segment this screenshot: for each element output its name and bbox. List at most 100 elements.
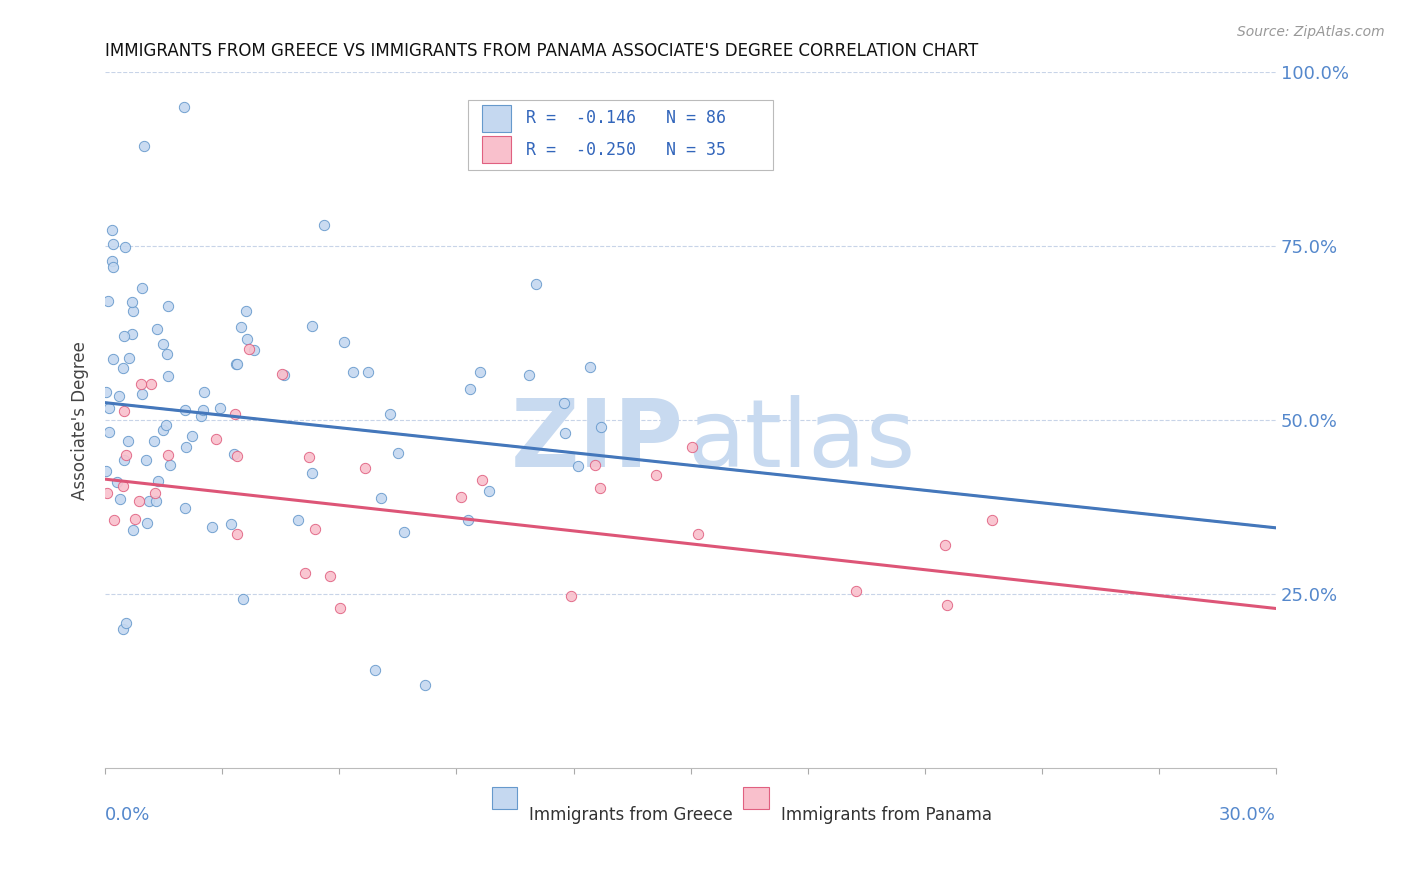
Point: [224, 407, 246, 421]
Point: [567, 459, 589, 474]
Point: [118, 351, 141, 365]
Point: [204, 432, 226, 446]
Point: [524, 277, 547, 292]
Point: [225, 357, 247, 371]
Point: [231, 319, 253, 334]
Point: [112, 329, 135, 343]
Point: [135, 453, 157, 467]
Point: [342, 365, 364, 379]
Point: [686, 527, 709, 541]
FancyBboxPatch shape: [744, 787, 769, 809]
Text: R =  -0.250   N = 35: R = -0.250 N = 35: [526, 141, 725, 159]
Point: [934, 538, 956, 552]
Point: [138, 494, 160, 508]
Point: [294, 566, 316, 580]
Point: [97, 293, 120, 308]
Point: [156, 299, 179, 313]
Point: [181, 428, 204, 442]
Point: [201, 519, 224, 533]
Point: [450, 491, 472, 505]
Point: [100, 223, 122, 237]
Point: [101, 260, 124, 275]
Point: [152, 423, 174, 437]
Point: [589, 419, 612, 434]
Point: [124, 512, 146, 526]
Point: [579, 359, 602, 374]
Point: [143, 434, 166, 448]
Text: 0.0%: 0.0%: [105, 806, 150, 824]
Point: [304, 522, 326, 536]
Point: [112, 622, 135, 636]
Point: [131, 377, 153, 392]
Point: [131, 281, 153, 295]
Point: [143, 485, 166, 500]
Point: [94, 385, 117, 400]
Point: [121, 303, 143, 318]
Point: [219, 516, 242, 531]
Point: [232, 591, 254, 606]
Point: [103, 513, 125, 527]
Point: [159, 458, 181, 473]
Point: [101, 352, 124, 367]
Point: [470, 365, 492, 379]
Text: Immigrants from Panama: Immigrants from Panama: [780, 806, 991, 824]
Point: [101, 236, 124, 251]
Point: [105, 475, 128, 490]
Point: [226, 527, 249, 541]
Point: [682, 440, 704, 454]
Point: [478, 484, 501, 499]
Point: [111, 360, 134, 375]
Point: [413, 678, 436, 692]
Point: [96, 486, 118, 500]
Point: [157, 368, 180, 383]
FancyBboxPatch shape: [492, 787, 517, 809]
Point: [560, 589, 582, 603]
Point: [134, 139, 156, 153]
Point: [845, 584, 868, 599]
Point: [354, 460, 377, 475]
Point: [121, 326, 143, 341]
Point: [108, 389, 131, 403]
Point: [589, 481, 612, 495]
Point: [357, 365, 380, 379]
Point: [121, 295, 143, 310]
Point: [128, 494, 150, 508]
Point: [97, 425, 120, 439]
Point: [156, 448, 179, 462]
Point: [470, 473, 492, 487]
Y-axis label: Associate's Degree: Associate's Degree: [72, 341, 89, 500]
Point: [553, 396, 575, 410]
Point: [111, 479, 134, 493]
Point: [936, 598, 959, 612]
Point: [392, 525, 415, 540]
Point: [190, 409, 212, 423]
Point: [139, 376, 162, 391]
Point: [208, 401, 231, 415]
Point: [363, 663, 385, 677]
Point: [174, 441, 197, 455]
Text: ZIP: ZIP: [510, 395, 683, 487]
Point: [146, 322, 169, 336]
Point: [97, 401, 120, 416]
Point: [645, 468, 668, 483]
Point: [174, 501, 197, 516]
Point: [131, 386, 153, 401]
Point: [108, 491, 131, 506]
Point: [287, 513, 309, 527]
Text: Immigrants from Greece: Immigrants from Greece: [529, 806, 733, 824]
Text: Source: ZipAtlas.com: Source: ZipAtlas.com: [1237, 25, 1385, 39]
FancyBboxPatch shape: [482, 136, 512, 163]
Point: [115, 615, 138, 630]
Point: [115, 448, 138, 462]
Point: [193, 384, 215, 399]
Point: [270, 368, 292, 382]
Point: [387, 446, 409, 460]
Point: [174, 402, 197, 417]
Point: [100, 254, 122, 268]
FancyBboxPatch shape: [482, 105, 512, 131]
Point: [332, 334, 354, 349]
Point: [155, 417, 177, 432]
FancyBboxPatch shape: [468, 100, 772, 169]
Point: [312, 218, 335, 232]
Point: [378, 408, 401, 422]
